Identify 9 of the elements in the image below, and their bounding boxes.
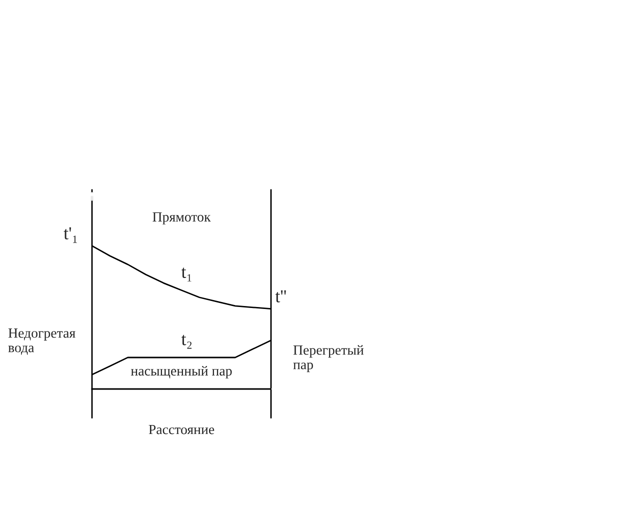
text: t'' [275,290,286,302]
x-axis-title: Расстояние [148,424,214,434]
text: t'₁ [64,227,77,243]
chart-title: Прямоток [152,212,211,224]
annotation: насыщенный пар [130,366,232,378]
text: Перегретый пар [293,345,364,372]
text: Недогретая вода [8,328,76,355]
series-label: t₁ [181,268,192,282]
series-label: t₂ [181,334,192,349]
